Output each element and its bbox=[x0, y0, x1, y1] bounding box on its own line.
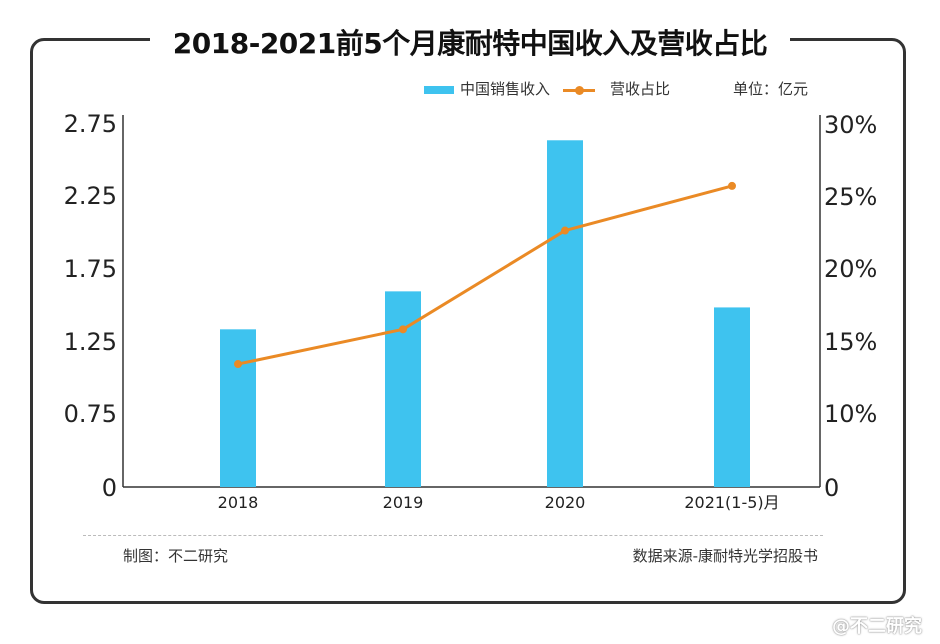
chart-title: 2018-2021前5个月康耐特中国收入及营收占比 bbox=[150, 20, 790, 68]
bar bbox=[385, 291, 421, 487]
x-tick-label: 2018 bbox=[218, 493, 259, 512]
line-point bbox=[561, 226, 569, 235]
y-left-tick-label: 2.25 bbox=[64, 182, 117, 210]
y-right-tick-label: 15% bbox=[824, 328, 877, 356]
y-left-tick-label: 0 bbox=[102, 474, 117, 502]
footer-credit: 制图：不二研究 bbox=[123, 547, 229, 565]
legend-line-dot bbox=[575, 86, 584, 95]
x-tick-label: 2020 bbox=[545, 493, 586, 512]
y-left-tick-label: 1.25 bbox=[64, 328, 117, 356]
y-right-tick-label: 25% bbox=[824, 183, 877, 211]
y-left-tick-label: 2.75 bbox=[64, 110, 117, 138]
y-left-tick-label: 0.75 bbox=[64, 400, 117, 428]
watermark: @不二研究 bbox=[832, 616, 922, 637]
line-point bbox=[399, 325, 407, 334]
unit-label: 单位：亿元 bbox=[733, 80, 809, 98]
legend-bar-swatch bbox=[424, 86, 454, 94]
y-right-tick-label: 20% bbox=[824, 255, 877, 283]
bar bbox=[220, 329, 256, 487]
footer-divider bbox=[83, 535, 823, 536]
legend-bar-label: 中国销售收入 bbox=[460, 80, 551, 98]
y-right-tick-label: 10% bbox=[824, 400, 877, 428]
x-tick-label: 2021(1-5)月 bbox=[684, 493, 779, 512]
line-point bbox=[234, 360, 242, 369]
legend-line-label: 营收占比 bbox=[610, 80, 671, 98]
line-series bbox=[237, 184, 733, 366]
line-point bbox=[728, 181, 736, 190]
bar bbox=[714, 307, 750, 487]
y-right-tick-label: 0 bbox=[824, 474, 839, 502]
x-tick-label: 2019 bbox=[383, 493, 424, 512]
y-right-tick-label: 30% bbox=[824, 111, 877, 139]
footer-source: 数据来源-康耐特光学招股书 bbox=[632, 547, 818, 565]
y-left-tick-label: 1.75 bbox=[64, 255, 117, 283]
bar bbox=[547, 140, 583, 487]
